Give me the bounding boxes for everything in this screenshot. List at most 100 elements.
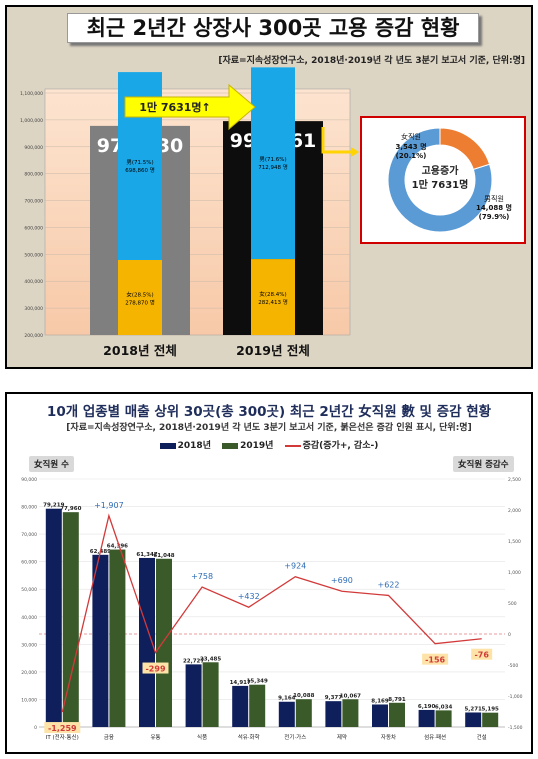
male-value-label: 698,860 명 [125,167,155,174]
change-label: -299 [145,665,165,674]
bar-2019-label: 8,791 [388,697,406,703]
legend-item-change: 증감(증가+, 감소-) [284,438,378,451]
bottom-category-label: 제약 [337,733,347,741]
female-pct-label: 女(28.4%) [259,290,286,298]
left-y-tick-label: 60,000 [21,560,37,566]
left-y-tick-label: 20,000 [21,670,37,676]
left-y-tick-label: 50,000 [21,587,37,593]
top-y-tick-label: 600,000 [24,225,43,231]
increase-arrow: 1만 7631명↑ [124,83,256,131]
bar-2018 [418,709,435,727]
top-y-tick-label: 500,000 [24,252,43,258]
top-y-tick-label: 300,000 [24,306,43,312]
donut-male-label: 男직원 [484,194,504,203]
bar-2019-label: 10,067 [340,693,361,699]
top-category-label: 2018년 전체 [103,343,177,358]
left-y-tick-label: 30,000 [21,642,37,648]
bar-2019 [62,512,79,727]
bar-2018-label: 9,164 [278,696,296,702]
top-y-tick-label: 900,000 [24,145,43,151]
top-y-tick-label: 400,000 [24,279,43,285]
change-label: +758 [191,572,213,581]
bar-2019-label: 77,960 [60,506,81,512]
legend-item-2018: 2018년 [159,438,211,451]
right-y-tick-label: 2,000 [508,508,521,514]
top-y-tick-label: 1,000,000 [20,118,43,124]
bar-2019-label: 15,349 [247,679,268,685]
left-y-tick-label: 80,000 [21,505,37,511]
bar-2019 [202,662,219,727]
right-axis-badge: 女직원 증감수 [453,456,514,472]
bottom-category-label: IT (전자·통신) [46,733,79,741]
bar-2018 [45,508,62,727]
right-y-tick-label: 500 [508,601,517,607]
right-y-tick-label: -500 [508,663,518,669]
donut-slice-female [439,127,491,171]
bar-2019-label: 5,195 [481,707,499,713]
change-label-bg [44,722,81,734]
male-segment [251,67,295,260]
donut-female-value: 3,543 명 [395,142,426,151]
donut-chart [387,127,493,233]
bar-2019-label: 10,088 [293,693,314,699]
bar-2018-label: 8,169 [371,698,389,704]
change-label: -156 [425,656,445,665]
bar-2018 [139,557,155,727]
bar-2018 [185,664,202,727]
bar-2019 [249,684,266,727]
bottom-category-label: 건설 [477,733,487,741]
bottom-legend: 2018년 2019년 증감(증가+, 감소-) [7,438,531,451]
bottom-category-label: 자동차 [381,733,396,741]
bottom-category-label: 섬유·패션 [424,733,446,741]
female-pct-label: 女(28.5%) [126,291,153,299]
bar-2019 [435,710,452,727]
change-line [61,513,482,713]
legend-item-2019: 2019년 [222,438,273,451]
right-y-tick-label: -1,500 [508,725,523,731]
bar-2018 [465,712,482,727]
bottom-category-label: 금융 [104,734,114,741]
left-y-tick-label: 40,000 [21,615,37,621]
top-title: 최근 2년간 상장사 300곳 고용 증감 현황 [67,13,479,43]
left-y-tick-label: 0 [34,725,37,731]
bottom-chart-panel: 10개 업종별 매출 상위 30곳(총 300곳) 최근 2년간 女직원 數 및… [5,392,533,754]
change-label: +622 [378,580,400,589]
bar-2018 [372,704,388,727]
change-label: -76 [474,651,489,660]
female-segment [118,260,162,335]
bar-2019 [342,699,359,727]
bar-2018 [232,685,249,727]
donut-connector-head [351,147,359,157]
change-label: +690 [331,576,353,585]
right-y-tick-label: 2,500 [508,477,521,483]
bar-2018-label: 9,377 [325,695,343,701]
bar-2018 [278,701,295,727]
bar-2019-label: 23,485 [200,656,221,662]
donut-male-pct: (79.9%) [479,213,510,221]
female-value-label: 278,870 명 [125,300,155,307]
top-y-tick-label: 200,000 [24,333,43,339]
donut-connector [321,127,353,154]
donut-male-value: 14,088 명 [476,203,512,212]
female-value-label: 282,413 명 [258,299,288,306]
top-source-note: [자료=지속성장연구소, 2018년·2019년 각 년도 3분기 보고서 기준… [218,56,525,66]
change-label-bg [422,653,449,665]
female-segment [251,259,295,335]
bar-2019 [482,712,499,727]
bar-2018-label: 22,727 [183,658,204,664]
top-chart-svg: 200,000 300,000 400,000 500,000 600,000 700,0… [20,67,526,358]
right-y-tick-label: 1,500 [508,539,521,545]
bottom-category-label: 석유·화학 [238,733,260,741]
left-axis-badge: 女직원 수 [29,456,74,472]
male-value-label: 712,948 명 [258,164,288,171]
change-label: -1,259 [48,724,77,733]
bar-2018-label: 5,271 [464,706,482,712]
bar-2018-label: 6,190 [418,704,436,710]
top-y-tick-label: 1,100,000 [20,91,43,97]
bar-2018-label: 14,917 [230,680,251,686]
bottom-category-label: 전기·가스 [284,733,306,741]
bar-2019 [109,549,126,727]
bar-2019 [156,558,172,727]
donut-center-line2: 1만 7631명 [412,178,469,191]
